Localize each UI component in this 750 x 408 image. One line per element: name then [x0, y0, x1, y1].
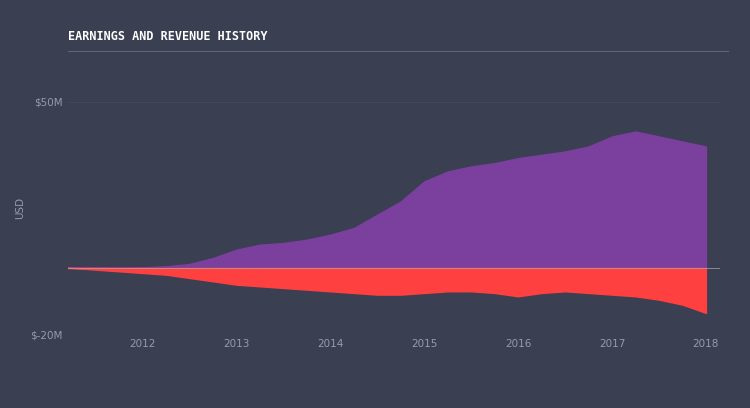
Y-axis label: USD: USD: [15, 197, 25, 219]
Text: EARNINGS AND REVENUE HISTORY: EARNINGS AND REVENUE HISTORY: [68, 30, 267, 43]
